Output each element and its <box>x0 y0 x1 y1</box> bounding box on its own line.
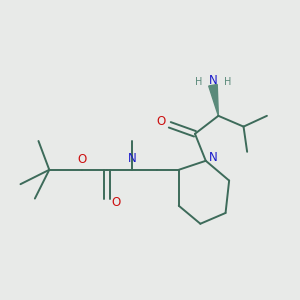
Text: N: N <box>128 152 137 166</box>
Text: O: O <box>111 196 120 209</box>
Polygon shape <box>209 85 218 116</box>
Text: N: N <box>208 74 217 87</box>
Text: H: H <box>224 77 232 87</box>
Text: O: O <box>156 115 165 128</box>
Text: O: O <box>77 153 86 166</box>
Text: N: N <box>209 151 218 164</box>
Text: H: H <box>195 77 202 87</box>
